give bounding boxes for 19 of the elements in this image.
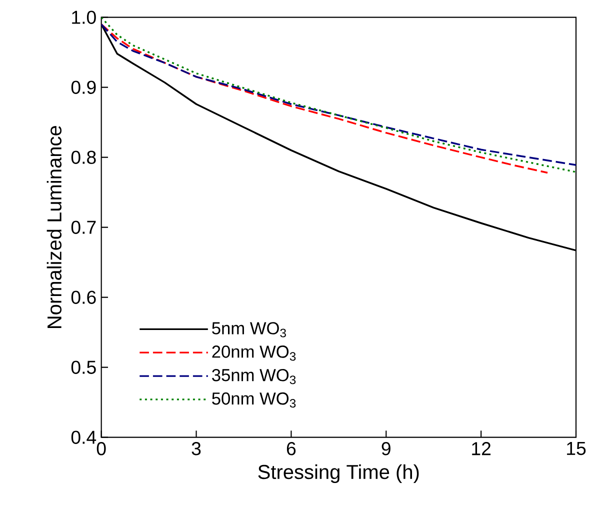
y-tick-label: 0.6 — [71, 290, 96, 304]
y-axis-title: Normalized Luminance — [46, 126, 62, 328]
x-tick-label: 15 — [567, 442, 586, 455]
x-tick-label: 6 — [286, 442, 296, 456]
x-tick-label: 12 — [472, 442, 491, 455]
legend-label: 20nm WO$_{3}$ — [212, 345, 296, 361]
x-tick-label: 0 — [96, 442, 106, 456]
legend-label: 35nm WO$_{3}$ — [212, 368, 296, 384]
x-tick-label: 3 — [192, 442, 201, 456]
legend-label: 50nm WO$_{3}$ — [212, 392, 296, 408]
legend-label: 5nm WO$_{3}$ — [212, 322, 286, 338]
y-tick-label: 0.8 — [71, 150, 96, 164]
y-tick-label: 1.0 — [72, 10, 96, 24]
x-axis-title: Stressing Time (h) — [258, 464, 419, 483]
y-tick-label: 0.5 — [71, 360, 96, 374]
x-tick-label: 9 — [382, 442, 390, 456]
y-tick-label: 0.4 — [71, 430, 96, 444]
y-tick-label: 0.7 — [71, 220, 96, 234]
y-tick-label: 0.9 — [71, 80, 96, 94]
